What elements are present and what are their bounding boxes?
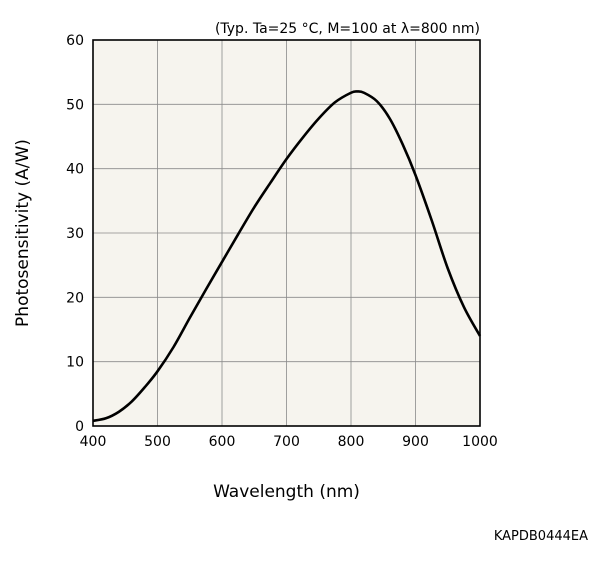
x-tick-label: 600 [209, 434, 236, 450]
plot-frame [92, 39, 481, 427]
y-tick-label: 60 [66, 33, 84, 49]
x-tick-label: 500 [144, 434, 171, 450]
series-line [92, 90, 482, 423]
x-tick-label: 700 [273, 434, 300, 450]
y-tick-label: 40 [66, 162, 84, 178]
x-tick-label: 900 [402, 434, 429, 450]
chart-annotation: (Typ. Ta=25 °C, M=100 at λ=800 nm) [215, 21, 480, 37]
y-axis-title: Photosensitivity (A/W) [13, 139, 33, 327]
y-tick-label: 20 [66, 290, 84, 306]
y-tick-label: 50 [66, 97, 84, 113]
x-tick-label: 1000 [462, 434, 498, 450]
y-tick-label: 0 [75, 419, 84, 435]
x-tick-label: 800 [338, 434, 365, 450]
grid-lines [93, 40, 480, 426]
y-tick-label: 30 [66, 226, 84, 242]
y-axis-ticks: 0 10 20 30 40 50 60 [66, 33, 84, 435]
x-axis-title: Wavelength (nm) [213, 482, 360, 502]
y-tick-label: 10 [66, 355, 84, 371]
x-tick-label: 400 [80, 434, 107, 450]
figure-code: KAPDB0444EA [494, 529, 588, 544]
x-axis-ticks: 400 500 600 700 800 900 1000 [80, 434, 498, 450]
